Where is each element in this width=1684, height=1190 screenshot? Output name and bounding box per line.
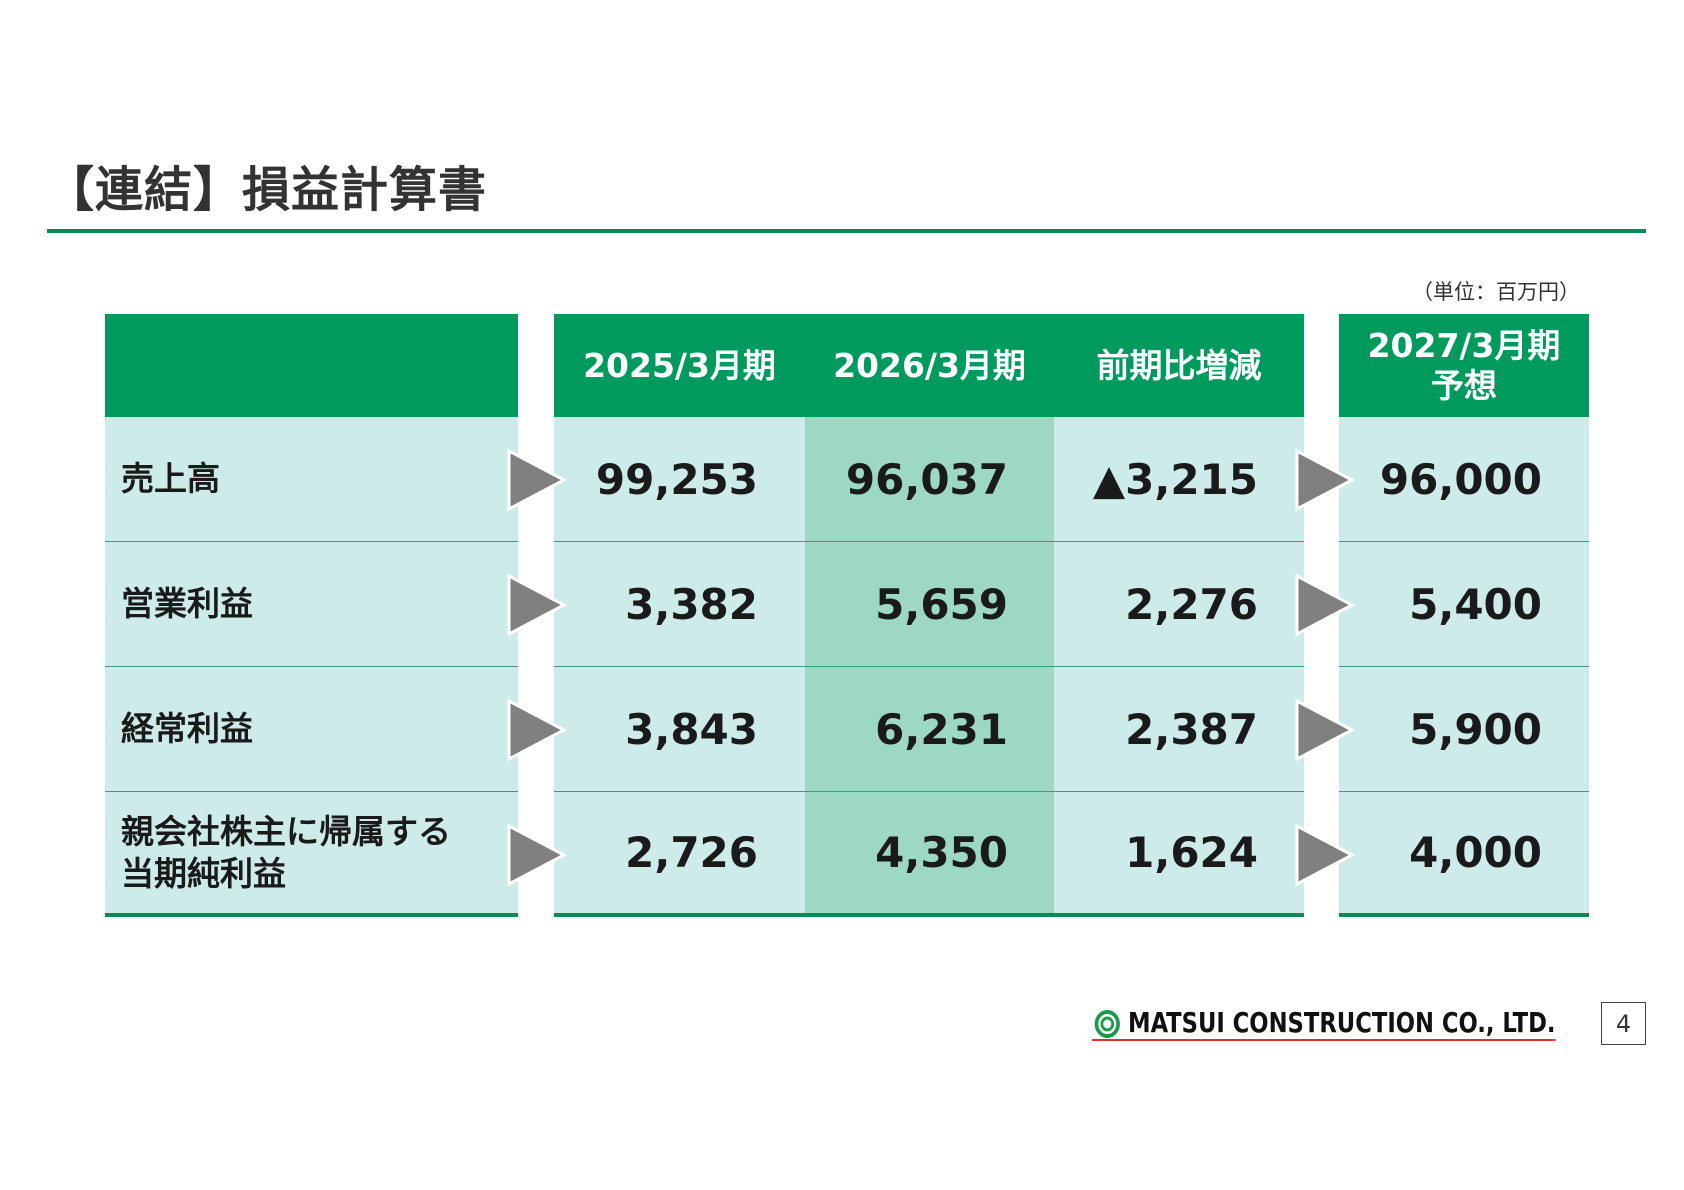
title: 【連結】損益計算書 xyxy=(46,162,488,218)
row-label: 経常利益 xyxy=(105,667,518,792)
row-label: 営業利益 xyxy=(105,542,518,667)
logo-icon xyxy=(1094,1010,1120,1038)
arrow xyxy=(1295,573,1356,636)
value-cell: 2,387 xyxy=(1054,667,1304,792)
value-cell: 5,900 xyxy=(1339,667,1589,792)
unit-note: （単位：百万円） xyxy=(1412,280,1580,304)
row-label: 売上高 xyxy=(105,417,518,542)
column-header: 2026/3月期 xyxy=(805,314,1054,417)
arrow xyxy=(507,573,568,636)
value-cell: 3,843 xyxy=(554,667,805,792)
value-cell: 6,231 xyxy=(805,667,1054,792)
value-cell: 5,659 xyxy=(805,542,1054,667)
arrow xyxy=(1295,698,1356,761)
arrow xyxy=(507,823,568,886)
value-cell: 2,276 xyxy=(1054,542,1304,667)
header-cell xyxy=(105,314,518,417)
column-header: 2027/3月期 予想 xyxy=(1339,314,1589,417)
row-label: 親会社株主に帰属する 当期純利益 xyxy=(105,792,518,917)
value-cell: 96,000 xyxy=(1339,417,1589,542)
value-cell: 5,400 xyxy=(1339,542,1589,667)
column-header: 2025/3月期 xyxy=(554,314,805,417)
company-name: MATSUI CONSTRUCTION CO., LTD. xyxy=(1128,1006,1556,1039)
arrow xyxy=(507,448,568,511)
value-cell: 4,000 xyxy=(1339,792,1589,917)
value-cell: 2,726 xyxy=(554,792,805,917)
value-cell: 99,253 xyxy=(554,417,805,542)
arrow xyxy=(1295,448,1356,511)
column-header: 前期比増減 xyxy=(1054,314,1304,417)
value-cell: 96,037 xyxy=(805,417,1054,542)
company-logo: MATSUI CONSTRUCTION CO., LTD. xyxy=(1092,1006,1556,1041)
arrow xyxy=(1295,823,1356,886)
value-cell: 4,350 xyxy=(805,792,1054,917)
value-cell: ▲3,215 xyxy=(1054,417,1304,542)
title-rule xyxy=(47,229,1646,233)
value-cell: 3,382 xyxy=(554,542,805,667)
arrow xyxy=(507,698,568,761)
page-number: 4 xyxy=(1601,1002,1646,1045)
value-cell: 1,624 xyxy=(1054,792,1304,917)
